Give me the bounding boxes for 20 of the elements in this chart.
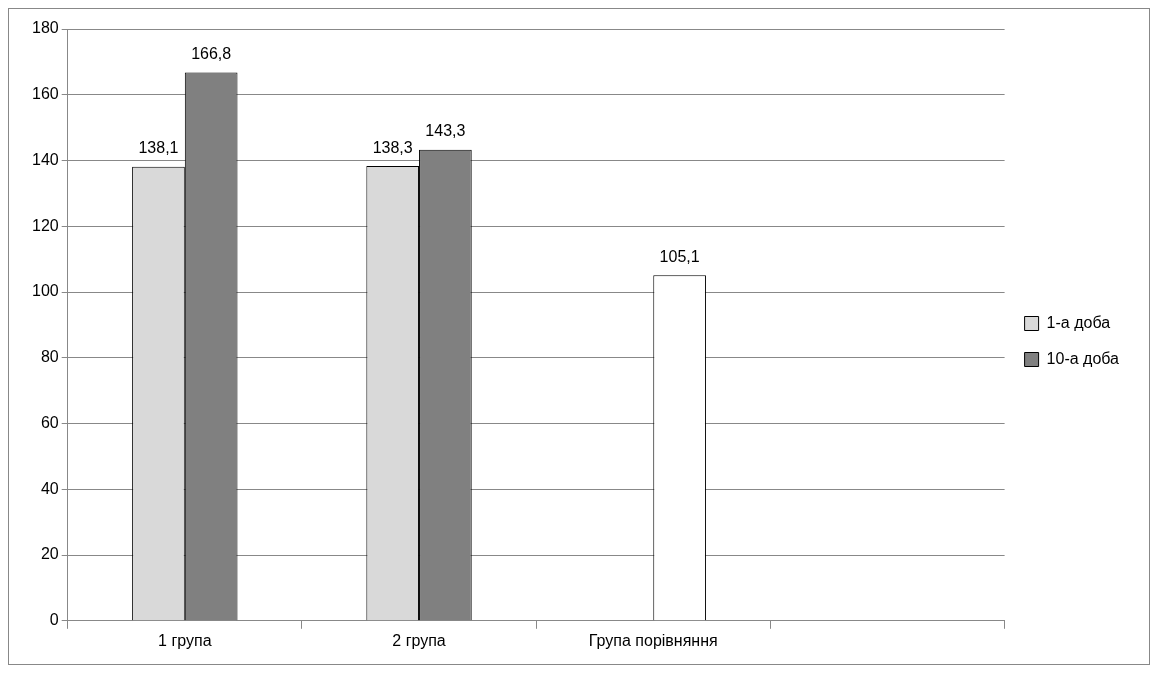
y-tick-label: 120 — [31, 216, 59, 234]
data-label: 138,1 — [138, 139, 179, 157]
y-tick-label: 60 — [40, 413, 59, 431]
y-tick-label: 180 — [31, 19, 59, 37]
data-label: 105,1 — [659, 247, 700, 265]
data-label: 143,3 — [425, 122, 466, 140]
data-label: 166,8 — [191, 44, 232, 62]
y-tick-label: 140 — [31, 150, 59, 168]
y-tick-label: 160 — [31, 85, 59, 103]
y-tick-label: 100 — [31, 282, 59, 300]
y-tick-label: 0 — [49, 611, 59, 629]
x-tick-label: Група порівняння — [588, 631, 718, 649]
data-label: 138,3 — [372, 138, 413, 156]
y-tick-label: 80 — [40, 348, 59, 366]
legend-label: 10-а доба — [1046, 349, 1120, 367]
y-tick-label: 20 — [40, 545, 59, 563]
y-tick-label: 40 — [40, 479, 59, 497]
x-tick-label: 2 група — [392, 631, 446, 649]
legend-label: 1-а доба — [1046, 313, 1111, 331]
x-tick-label: 1 група — [158, 631, 212, 649]
